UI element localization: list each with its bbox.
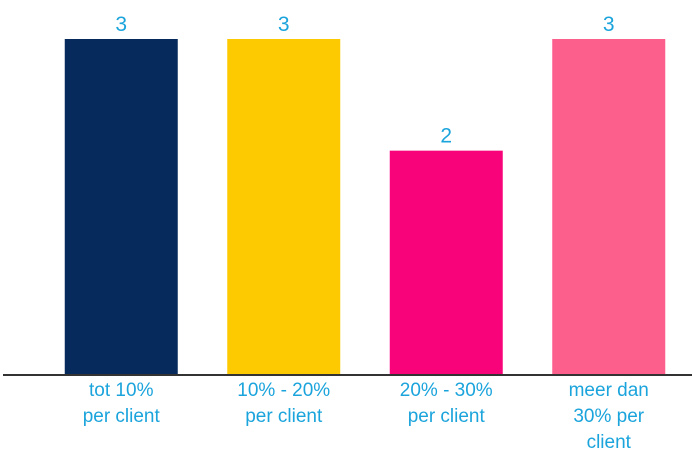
category-label-line: tot 10% bbox=[89, 380, 154, 401]
bar-4 bbox=[552, 39, 666, 374]
category-label-3: 20% - 30% per client bbox=[400, 380, 493, 427]
bar-1 bbox=[64, 39, 178, 374]
bars-group bbox=[64, 39, 666, 374]
category-label-line: 20% - 30% bbox=[400, 380, 493, 401]
category-label-line: 10% - 20% bbox=[237, 380, 330, 401]
bar-2 bbox=[227, 39, 341, 374]
category-label-line: per client bbox=[83, 406, 161, 427]
bar-3 bbox=[389, 150, 503, 374]
category-label-line: per client bbox=[408, 406, 486, 427]
category-label-line: 30% per bbox=[573, 406, 644, 427]
category-label-line: client bbox=[587, 432, 632, 453]
value-label-4: 3 bbox=[603, 13, 615, 36]
category-label-line: meer dan bbox=[569, 380, 649, 401]
value-label-2: 3 bbox=[278, 13, 290, 36]
category-label-4: meer dan 30% per client bbox=[569, 380, 649, 453]
value-label-1: 3 bbox=[115, 13, 127, 36]
category-label-2: 10% - 20% per client bbox=[237, 380, 330, 427]
category-label-1: tot 10% per client bbox=[83, 380, 161, 427]
value-label-3: 2 bbox=[440, 125, 452, 148]
category-label-line: per client bbox=[245, 406, 323, 427]
value-labels-group: 3 3 2 3 bbox=[115, 13, 614, 148]
